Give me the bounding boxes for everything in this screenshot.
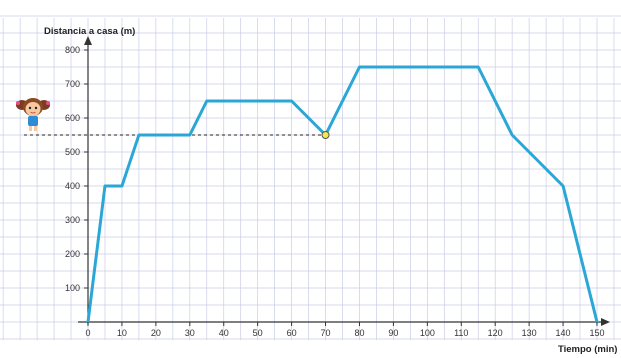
y-tick-label: 100 (65, 283, 80, 293)
girl-icon (16, 98, 50, 131)
x-tick-label: 90 (388, 328, 398, 338)
x-tick-label: 140 (556, 328, 571, 338)
x-tick-label: 80 (354, 328, 364, 338)
x-tick-label: 0 (85, 328, 90, 338)
x-tick-label: 50 (253, 328, 263, 338)
y-tick-label: 800 (65, 45, 80, 55)
x-tick-label: 10 (117, 328, 127, 338)
x-tick-label: 70 (321, 328, 331, 338)
x-tick-label: 100 (420, 328, 435, 338)
y-tick-label: 400 (65, 181, 80, 191)
y-tick-label: 500 (65, 147, 80, 157)
highlight-point (321, 131, 330, 139)
x-tick-label: 120 (488, 328, 503, 338)
x-tick-label: 110 (454, 328, 468, 338)
y-axis-title: Distancia a casa (m) (44, 26, 135, 37)
y-axis-arrow (84, 36, 92, 45)
y-tick-label: 600 (65, 113, 80, 123)
series (86, 65, 599, 324)
x-tick-label: 150 (589, 328, 604, 338)
x-tick-label: 40 (219, 328, 229, 338)
series-line (86, 65, 599, 324)
axes (78, 36, 610, 326)
y-tick-label: 300 (65, 215, 80, 225)
x-tick-label: 30 (185, 328, 195, 338)
y-tick-label: 200 (65, 249, 80, 259)
tick-labels: 0 10 20 30 40 50 60 70 80 90 100 110 120 130 140 150 100… (65, 45, 605, 338)
x-tick-label: 130 (522, 328, 537, 338)
y-tick-label: 700 (65, 79, 80, 89)
x-axis-arrow (601, 318, 610, 326)
x-tick-label: 60 (287, 328, 297, 338)
x-tick-label: 20 (151, 328, 161, 338)
x-axis-title: Tiempo (min) (558, 344, 617, 355)
